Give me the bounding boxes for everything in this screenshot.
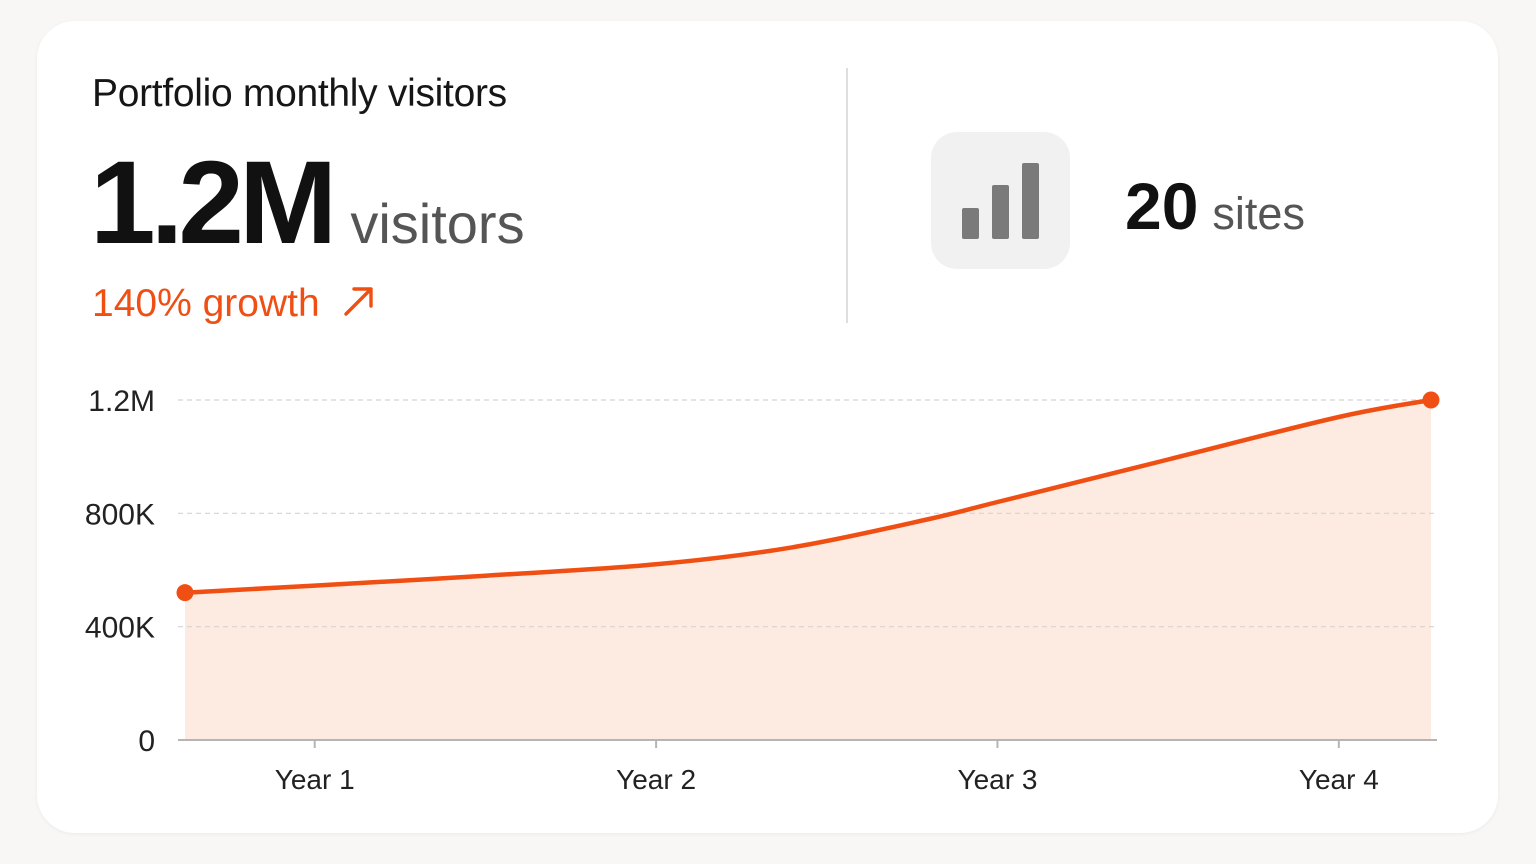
y-tick-label: 0 <box>138 725 155 758</box>
sites-unit: sites <box>1212 188 1305 239</box>
sites-value: 20 <box>1125 169 1199 243</box>
header-divider <box>846 68 848 323</box>
card-title: Portfolio monthly visitors <box>92 72 507 115</box>
growth-indicator: 140% growth <box>92 282 376 328</box>
x-tick-label: Year 3 <box>957 764 1037 795</box>
y-tick-label: 1.2M <box>88 385 155 418</box>
growth-label: 140% growth <box>92 282 320 325</box>
metric-value: 1.2M <box>90 137 337 269</box>
x-tick-label: Year 2 <box>616 764 696 795</box>
y-tick-label: 400K <box>85 612 155 645</box>
visitors-metric: 1.2M visitors <box>90 135 525 271</box>
arrow-up-right-icon <box>342 284 376 328</box>
x-tick-label: Year 1 <box>275 764 355 795</box>
start-point-marker <box>176 584 194 602</box>
metric-unit: visitors <box>350 192 525 255</box>
bar-chart-icon <box>931 132 1070 269</box>
series-area <box>185 400 1431 740</box>
x-tick-label: Year 4 <box>1299 764 1379 795</box>
end-point-marker <box>1422 391 1440 409</box>
sites-stat: 20 sites <box>1125 168 1305 244</box>
y-tick-label: 800K <box>85 498 155 531</box>
series-line <box>182 397 1434 595</box>
